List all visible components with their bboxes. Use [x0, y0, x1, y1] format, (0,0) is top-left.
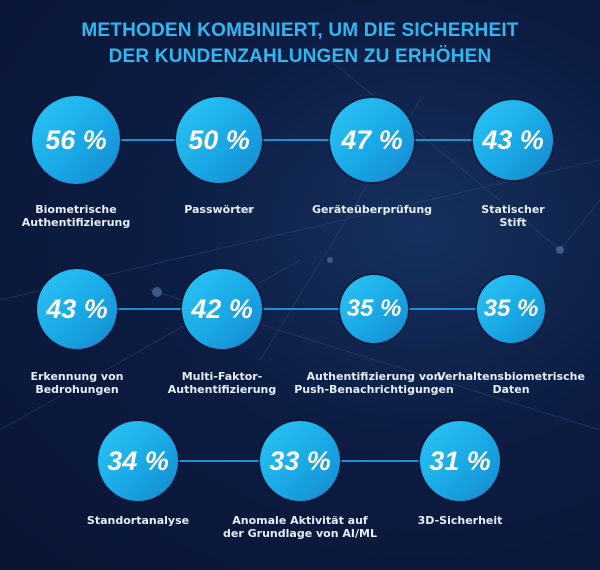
category-label-line: Multi-Faktor- [181, 370, 263, 383]
category-label: Geräteüberprüfung [292, 203, 452, 216]
bubble: 31 % [420, 421, 500, 501]
bubble: 50 % [176, 97, 262, 183]
category-label-line: der Grundlage von AI/ML [223, 527, 377, 540]
category-label: 3D-Sicherheit [380, 514, 540, 527]
category-label: Anomale Aktivität auf der Grundlage von A… [220, 514, 380, 540]
category-label-line: Authentifizierung [167, 383, 277, 396]
category-label-line: Push-Benachrichtigungen [294, 383, 454, 396]
value-label: 43 % [482, 124, 544, 155]
chart-title: METHODEN KOMBINIERT, UM DIE SICHERHEIT D… [0, 18, 600, 70]
category-label: Biometrische Authentifizierung [0, 203, 156, 229]
value-label: 35 % [346, 295, 402, 322]
value-label: 33 % [269, 445, 331, 476]
value-label: 34 % [107, 445, 169, 476]
category-label-line: Authentifizierung [21, 216, 131, 229]
category-label-line: Authentifizierung von [306, 370, 442, 383]
category-label: Multi-Faktor- Authentifizierung [142, 370, 302, 396]
category-label-line: Stift [499, 216, 527, 229]
bubble: 56 % [32, 96, 120, 184]
category-label-line: Geräteüberprüfung [311, 203, 433, 216]
bubble: 43 % [37, 269, 117, 349]
category-label-line: Anomale Aktivität auf [232, 514, 368, 527]
connector-line [77, 308, 222, 310]
connector-line [219, 139, 372, 141]
category-label: Standortanalyse [58, 514, 218, 527]
bubble: 35 % [340, 275, 408, 343]
category-label-line: Standortanalyse [86, 514, 190, 527]
category-label: Erkennung von Bedrohungen [0, 370, 157, 396]
value-label: 42 % [191, 293, 253, 324]
connector-line [374, 308, 511, 310]
value-label: 56 % [45, 124, 107, 155]
value-label: 50 % [188, 124, 250, 155]
category-label: Verhaltensbiometrische Daten [431, 370, 591, 396]
bubble: 47 % [330, 98, 414, 182]
connector-line [300, 460, 460, 462]
bubble: 43 % [473, 100, 553, 180]
category-label-line: Verhaltensbiometrische [437, 370, 585, 383]
category-label: Passwörter [139, 203, 299, 216]
category-label-line: Statischer [481, 203, 545, 216]
value-label: 43 % [46, 293, 108, 324]
bubble: 35 % [477, 275, 545, 343]
bubble: 33 % [260, 421, 340, 501]
category-label-line: Daten [492, 383, 530, 396]
connector-line [76, 139, 219, 141]
bubble: 34 % [98, 421, 178, 501]
category-label: Statischer Stift [433, 203, 593, 229]
value-label: 47 % [341, 124, 403, 155]
bubble: 42 % [182, 269, 262, 349]
category-label: Authentifizierung von Push-Benachrichtigu… [294, 370, 454, 396]
connector-line [138, 460, 300, 462]
category-label-line: Biometrische [35, 203, 117, 216]
connector-line [222, 308, 374, 310]
title-line-2: DER KUNDENZAHLUNGEN ZU ERHÖHEN [108, 46, 492, 67]
connector-line [372, 139, 513, 141]
category-label-line: Bedrohungen [35, 383, 119, 396]
title-line-1: METHODEN KOMBINIERT, UM DIE SICHERHEIT [81, 20, 519, 41]
category-label-line: Passwörter [184, 203, 254, 216]
category-label-line: Erkennung von [30, 370, 124, 383]
category-label-line: 3D-Sicherheit [417, 514, 503, 527]
value-label: 31 % [429, 445, 491, 476]
value-label: 35 % [483, 295, 539, 322]
